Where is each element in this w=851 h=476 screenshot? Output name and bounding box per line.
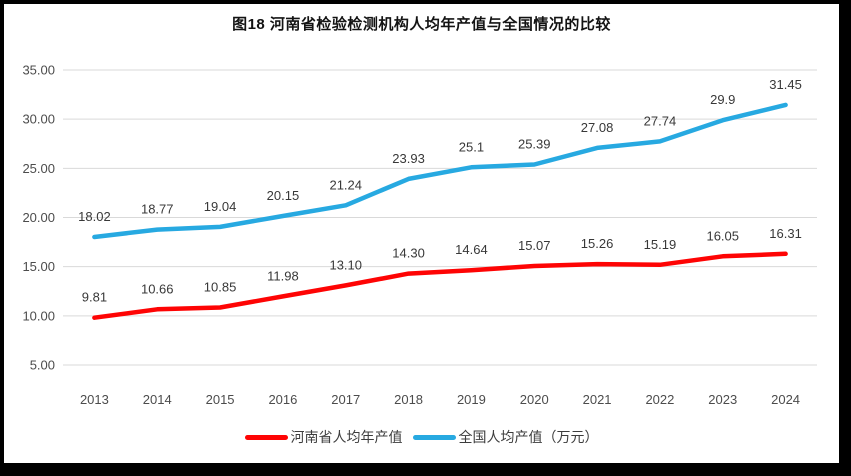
data-label: 16.31	[769, 226, 802, 241]
data-label: 23.93	[392, 151, 425, 166]
data-label: 15.26	[581, 236, 614, 251]
data-label: 13.10	[329, 257, 362, 272]
legend-label-henan: 河南省人均年产值	[290, 429, 403, 445]
x-tick-label: 2017	[331, 392, 360, 407]
x-tick-label: 2023	[708, 392, 737, 407]
x-tick-label: 2022	[645, 392, 674, 407]
x-tick-label: 2013	[80, 392, 109, 407]
data-label: 15.07	[518, 238, 551, 253]
data-label: 20.15	[267, 188, 300, 203]
y-tick-label: 25.00	[22, 161, 55, 176]
data-label: 25.39	[518, 136, 551, 151]
legend-label-national: 全国人均产值（万元）	[458, 429, 599, 445]
series-line-1	[92, 102, 788, 240]
chart-canvas: 图18 河南省检验检测机构人均年产值与全国情况的比较 35.00 30.00 25.…	[4, 4, 839, 463]
data-label: 29.9	[710, 92, 735, 107]
data-label: 31.45	[769, 77, 802, 92]
series-line-0	[92, 251, 788, 320]
x-tick-label: 2016	[268, 392, 297, 407]
data-label: 10.66	[141, 281, 174, 296]
legend-dash-1	[412, 434, 456, 440]
y-tick-label: 20.00	[22, 210, 55, 225]
legend-dash-0	[244, 434, 288, 440]
x-tick-label: 2021	[583, 392, 612, 407]
plot-area: 35.00 30.00 25.00 20.00 15.00 10.00 5.00 2013 20…	[22, 63, 817, 407]
x-tick-label: 2014	[143, 392, 172, 407]
y-tick-label: 5.00	[30, 358, 55, 373]
data-label: 19.04	[204, 199, 237, 214]
data-label: 16.05	[706, 228, 739, 243]
x-tick-label: 2015	[206, 392, 235, 407]
data-label: 14.30	[392, 246, 425, 261]
data-label: 10.85	[204, 279, 237, 294]
data-label: 15.19	[644, 237, 677, 252]
x-tick-label: 2020	[520, 392, 549, 407]
data-label: 18.77	[141, 202, 174, 217]
y-tick-label: 35.00	[22, 63, 55, 78]
data-label: 18.02	[78, 209, 111, 224]
legend-item-national: 全国人均产值（万元）	[412, 427, 599, 447]
y-tick-label: 30.00	[22, 112, 55, 127]
legend: 河南省人均年产值 全国人均产值（万元）	[4, 427, 839, 447]
data-label: 9.81	[82, 290, 107, 305]
x-tick-label: 2024	[771, 392, 800, 407]
x-tick-label: 2018	[394, 392, 423, 407]
x-tick-label: 2019	[457, 392, 486, 407]
y-tick-label: 10.00	[22, 308, 55, 323]
data-label: 27.74	[644, 113, 677, 128]
data-label: 27.08	[581, 120, 614, 135]
y-tick-label: 15.00	[22, 259, 55, 274]
data-label: 21.24	[329, 177, 362, 192]
chart-title: 图18 河南省检验检测机构人均年产值与全国情况的比较	[232, 16, 611, 33]
data-label: 25.1	[459, 139, 484, 154]
legend-item-henan: 河南省人均年产值	[244, 427, 403, 447]
data-label: 14.64	[455, 242, 488, 257]
data-label: 11.98	[267, 268, 299, 283]
